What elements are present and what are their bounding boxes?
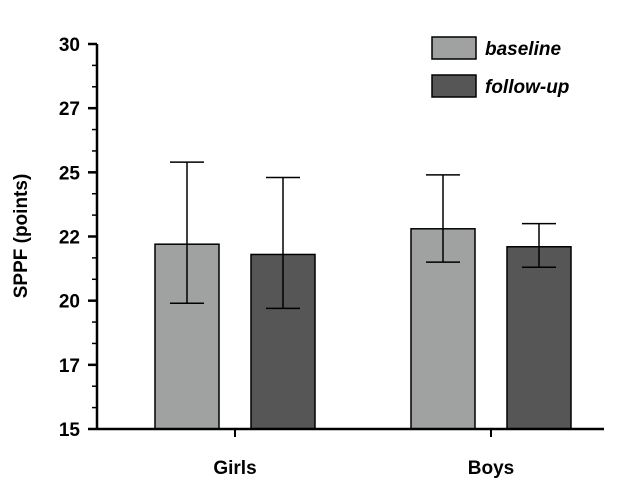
error-bars-layer — [170, 161, 556, 310]
legend-item-follow-up: follow-up — [431, 74, 569, 98]
bar-boys-follow-up — [506, 246, 572, 430]
y-tick-label: 15 — [59, 420, 81, 441]
error-bar-boys-baseline — [426, 174, 460, 263]
error-bar-boys-follow-up — [522, 222, 556, 269]
x-tick-label-girls: Girls — [213, 458, 256, 479]
x-tick-label-boys: Boys — [468, 458, 514, 479]
legend: baseline follow-up — [431, 36, 569, 98]
y-tick-label: 20 — [59, 292, 80, 313]
legend-swatch-baseline — [431, 36, 477, 60]
y-tick-label: 30 — [59, 35, 80, 56]
y-tick-label: 27 — [59, 99, 80, 120]
legend-label-baseline: baseline — [485, 39, 561, 60]
y-axis-title: SPPF (points) — [11, 174, 32, 299]
x-ticks-layer: Girls Boys — [213, 429, 514, 479]
error-bar-girls-baseline — [170, 161, 204, 304]
y-tick-label: 22 — [59, 228, 80, 249]
legend-item-baseline: baseline — [431, 36, 561, 60]
bars-layer — [154, 228, 572, 430]
y-ticks-layer: 15 17 20 22 25 27 30 — [59, 35, 97, 441]
y-tick-label: 25 — [59, 163, 81, 184]
error-bar-girls-follow-up — [266, 176, 300, 310]
legend-swatch-follow-up — [431, 74, 477, 98]
y-tick-label: 17 — [59, 356, 80, 377]
legend-label-follow-up: follow-up — [485, 77, 569, 98]
